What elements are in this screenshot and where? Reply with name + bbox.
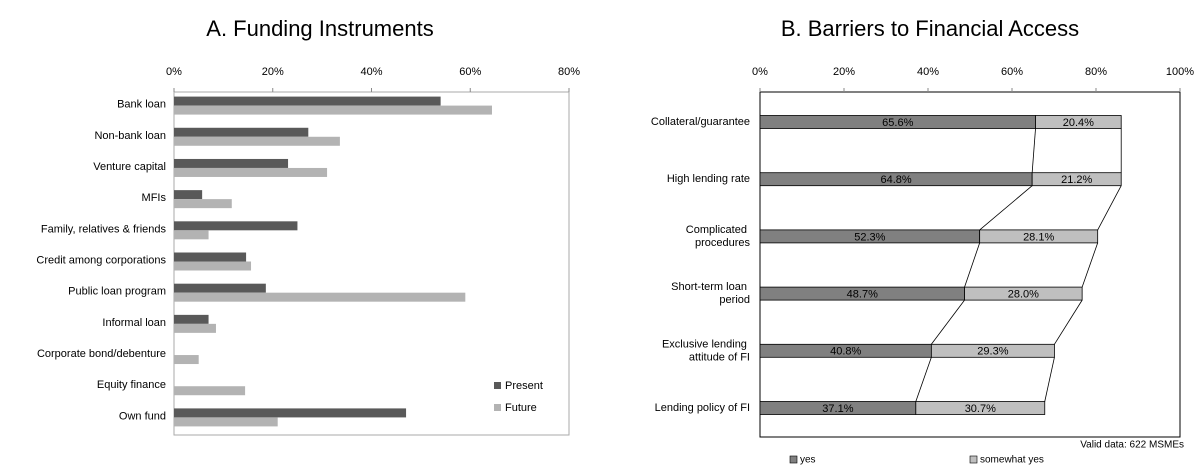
y-tick-label: Family, relatives & friends bbox=[41, 223, 167, 235]
connector bbox=[1031, 128, 1036, 173]
x-tick-label: 0% bbox=[752, 66, 768, 78]
bar bbox=[174, 199, 232, 209]
y-tick-label: Corporate bond/debenture bbox=[37, 348, 166, 360]
bar bbox=[174, 292, 466, 302]
bar bbox=[174, 355, 199, 365]
bar bbox=[174, 167, 328, 177]
bar-segment bbox=[1035, 115, 1122, 129]
y-tick-label: Own fund bbox=[119, 410, 166, 422]
data-label: 37.1% bbox=[822, 403, 853, 415]
connector bbox=[915, 357, 932, 402]
bar bbox=[174, 136, 340, 146]
x-tick-label: 80% bbox=[558, 66, 580, 78]
connector bbox=[979, 185, 1033, 231]
bar bbox=[174, 230, 209, 240]
bar bbox=[174, 261, 252, 271]
bar bbox=[174, 158, 289, 168]
x-tick-label: 40% bbox=[360, 66, 382, 78]
chart-title: A. Funding Instruments bbox=[206, 16, 433, 41]
y-tick-label: Collateral/guarantee bbox=[651, 116, 750, 128]
bar bbox=[174, 221, 298, 231]
legend-label: yes bbox=[800, 455, 816, 466]
x-tick-label: 40% bbox=[917, 66, 939, 78]
y-tick-label: Credit among corporations bbox=[36, 254, 166, 266]
plot-area bbox=[759, 91, 1181, 438]
x-tick-label: 60% bbox=[1001, 66, 1023, 78]
annotation: Valid data: 622 MSMEs bbox=[1080, 440, 1184, 451]
bar-segment bbox=[979, 229, 1099, 244]
data-label: 48.7% bbox=[847, 289, 878, 301]
data-label: 30.7% bbox=[965, 403, 996, 415]
bar-segment bbox=[915, 401, 1046, 415]
y-tick-label: High lending rate bbox=[667, 173, 750, 185]
bar bbox=[174, 408, 407, 418]
y-tick-label: Lending policy of FI bbox=[655, 402, 750, 414]
bar bbox=[174, 417, 278, 427]
connector bbox=[1054, 299, 1083, 345]
x-tick-label: 100% bbox=[1166, 66, 1194, 78]
bar-segment bbox=[964, 286, 1083, 301]
data-label: 20.4% bbox=[1063, 117, 1094, 129]
data-label: 29.3% bbox=[977, 346, 1008, 358]
x-tick-label: 20% bbox=[262, 66, 284, 78]
bar bbox=[174, 96, 441, 106]
y-tick-label: Non-bank loan bbox=[94, 130, 166, 142]
legend-swatch bbox=[494, 382, 501, 389]
data-label: 28.1% bbox=[1023, 231, 1054, 243]
y-tick-label: Short-term loan period bbox=[671, 281, 750, 306]
data-label: 52.3% bbox=[854, 231, 885, 243]
bar-segment bbox=[1031, 172, 1122, 187]
y-tick-label: Public loan program bbox=[68, 286, 166, 298]
bar bbox=[174, 127, 309, 137]
legend-swatch bbox=[789, 455, 798, 464]
legend-label: Present bbox=[505, 380, 543, 392]
bar bbox=[174, 314, 209, 324]
bar bbox=[174, 283, 266, 293]
bar-segment bbox=[930, 343, 1055, 358]
legend-label: somewhat yes bbox=[980, 455, 1044, 466]
x-tick-label: 60% bbox=[459, 66, 481, 78]
legend-swatch bbox=[494, 404, 501, 411]
legend-label: Future bbox=[505, 402, 537, 414]
y-tick-label: Complicated procedures bbox=[686, 224, 751, 249]
data-label: 40.8% bbox=[830, 346, 861, 358]
x-tick-label: 0% bbox=[166, 66, 182, 78]
bar bbox=[174, 386, 246, 396]
bar bbox=[174, 252, 247, 262]
y-tick-label: Equity finance bbox=[97, 379, 166, 391]
connector bbox=[1081, 242, 1099, 288]
data-label: 28.0% bbox=[1008, 289, 1039, 301]
connector bbox=[1044, 357, 1055, 402]
y-tick-label: Venture capital bbox=[93, 161, 166, 173]
connector bbox=[1097, 185, 1122, 231]
x-tick-label: 80% bbox=[1085, 66, 1107, 78]
bar bbox=[174, 323, 216, 333]
y-tick-label: Informal loan bbox=[102, 317, 166, 329]
data-label: 64.8% bbox=[880, 174, 911, 186]
bar bbox=[174, 105, 492, 115]
legend-swatch bbox=[969, 455, 978, 464]
data-label: 21.2% bbox=[1061, 174, 1092, 186]
bar bbox=[174, 190, 203, 200]
chart-title: B. Barriers to Financial Access bbox=[781, 16, 1079, 41]
connector bbox=[931, 299, 965, 345]
y-tick-label: MFIs bbox=[142, 192, 167, 204]
data-label: 65.6% bbox=[882, 117, 913, 129]
y-tick-label: Exclusive lending attitude of FI bbox=[662, 338, 750, 363]
y-tick-label: Bank loan bbox=[117, 98, 166, 110]
x-tick-label: 20% bbox=[833, 66, 855, 78]
connector bbox=[964, 242, 981, 288]
